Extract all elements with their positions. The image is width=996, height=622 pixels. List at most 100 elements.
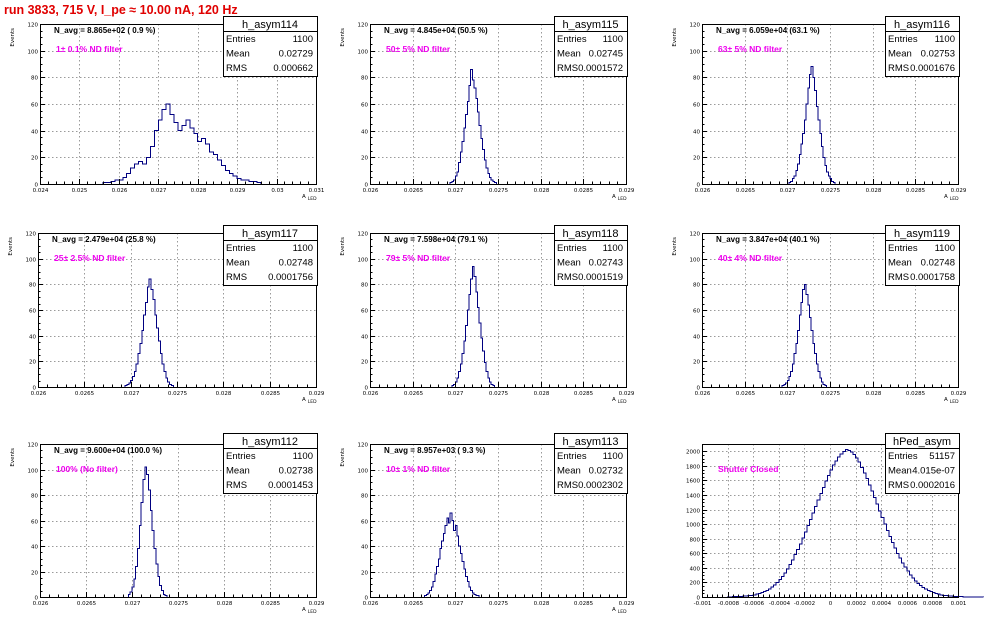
y-tick-label: 40 (693, 335, 700, 341)
x-tick-label: 0.027 (780, 391, 796, 397)
y-tick-label: 1600 (686, 479, 700, 485)
y-tick-label: 1200 (686, 509, 700, 515)
x-tick-label: 0.0275 (169, 601, 189, 607)
y-tick-label: 120 (28, 23, 39, 29)
stat-label: Entries (888, 34, 918, 45)
stats-box-frame (885, 16, 960, 77)
y-tick-label: 40 (693, 130, 700, 136)
x-tick-label: 0.03 (271, 188, 284, 194)
x-tick-label: 0.0285 (261, 601, 281, 607)
stat-label: Entries (557, 34, 587, 45)
histogram-panel-h_asym119: 0.026 0.0265 0.027 0.0275 0.028 0.0285 0.029 0 2… (672, 225, 967, 405)
x-axis-label-sub: LED (950, 196, 959, 202)
y-tick-label: 20 (29, 360, 36, 366)
y-tick-label: 20 (361, 156, 368, 162)
filter-label: 25± 2.5% ND filter (54, 253, 126, 263)
stat-label: RMS (226, 63, 247, 74)
stat-label: RMS (226, 480, 247, 491)
y-axis-label: Events (340, 28, 346, 47)
y-tick-label: 1400 (686, 494, 700, 500)
x-tick-label: 0.0265 (404, 391, 424, 397)
stat-value: 0.0001453 (268, 480, 313, 491)
y-tick-label: 120 (26, 232, 37, 238)
filter-label: 100% (No filter) (56, 464, 118, 474)
y-tick-label: 60 (31, 520, 38, 526)
histogram-line (727, 449, 985, 598)
stats-box-frame (554, 16, 628, 77)
x-tick-label: 0.029 (951, 188, 967, 194)
stat-label: Entries (888, 243, 918, 254)
x-tick-label: 0.026 (363, 601, 379, 607)
x-tick-label: 0.028 (534, 391, 550, 397)
stat-label: Entries (888, 451, 918, 462)
x-tick-label: 0.0275 (489, 391, 509, 397)
x-tick-label: -0.0004 (769, 601, 791, 607)
x-axis-label: A LED (302, 194, 317, 202)
navg-label: N_avg = 2.479e+04 (25.8 %) (52, 235, 156, 244)
x-tick-label: 0.029 (309, 391, 325, 397)
stat-value: 0.02732 (589, 466, 623, 477)
histogram-name: h_asym114 (242, 19, 298, 31)
y-tick-label: 40 (31, 545, 38, 551)
y-tick-label: 0 (35, 596, 39, 602)
x-axis-label-sub: LED (308, 609, 317, 615)
stat-label: Mean (888, 49, 912, 60)
y-tick-label: 20 (361, 360, 368, 366)
stat-label: Entries (226, 34, 256, 45)
x-tick-label: 0.027 (448, 391, 464, 397)
histogram-line (788, 66, 836, 184)
x-tick-label: 0.026 (363, 391, 379, 397)
histogram-name: h_asym112 (242, 436, 298, 448)
x-tick-label: 0.028 (217, 601, 233, 607)
filter-label: 79± 5% ND filter (386, 253, 451, 263)
stat-value: 0.02738 (279, 466, 313, 477)
x-tick-label: 0.0265 (404, 188, 424, 194)
x-tick-label: 0.028 (191, 188, 207, 194)
x-tick-label: 0.029 (619, 601, 635, 607)
x-tick-label: 0.027 (448, 601, 464, 607)
histogram-panel-h_asym114: 0.024 0.025 0.026 0.027 0.028 0.029 0.03 0.031 0… (10, 16, 324, 202)
navg-label: N_avg = 9.600e+04 (100.0 %) (54, 446, 162, 455)
y-tick-label: 100 (358, 50, 369, 56)
y-axis-label: Events (340, 448, 346, 467)
y-tick-label: 100 (26, 258, 37, 264)
stats-box-frame (554, 433, 628, 494)
run-title: run 3833, 715 V, I_pe ≈ 10.00 nA, 120 Hz (4, 3, 238, 17)
y-tick-label: 0 (365, 183, 369, 189)
stat-value: 1100 (603, 451, 623, 462)
stat-label: Mean (557, 49, 581, 60)
stat-label: Entries (557, 243, 587, 254)
y-tick-label: 80 (693, 76, 700, 82)
stat-value: 1100 (935, 34, 955, 45)
y-tick-label: 60 (361, 103, 368, 109)
stat-value: 0.02729 (279, 49, 313, 60)
filter-label: Shutter Closed (718, 464, 778, 474)
y-tick-label: 100 (690, 50, 701, 56)
y-tick-label: 80 (693, 283, 700, 289)
x-tick-label: 0.0285 (261, 391, 281, 397)
x-tick-label: 0.028 (866, 391, 882, 397)
stats-box-frame (223, 225, 318, 286)
stat-label: Entries (557, 451, 587, 462)
x-tick-label: -0.001 (694, 601, 712, 607)
y-tick-label: 20 (361, 571, 368, 577)
y-tick-label: 0 (697, 596, 701, 602)
stats-box: h_asym116 Entries 1100 Mean 0.02753 RMS 0.0001… (885, 16, 960, 77)
y-tick-label: 40 (29, 335, 36, 341)
y-tick-label: 400 (690, 567, 701, 573)
y-axis-label: Events (10, 28, 16, 47)
y-tick-label: 120 (28, 443, 39, 449)
stat-label: RMS (888, 63, 909, 74)
y-tick-label: 0 (365, 386, 369, 392)
x-tick-label: 0.0285 (574, 188, 594, 194)
y-axis-label: Events (672, 28, 678, 47)
x-axis-label: A LED (944, 397, 959, 405)
x-tick-label: 0.0008 (923, 601, 943, 607)
histogram-panel-h_asym118: 0.026 0.0265 0.027 0.0275 0.028 0.0285 0.029 0 2… (340, 225, 635, 405)
filter-label: 40± 4% ND filter (718, 253, 783, 263)
stat-value: 1100 (935, 243, 955, 254)
x-tick-label: 0.0004 (872, 601, 892, 607)
navg-label: N_avg = 4.845e+04 (50.5 %) (384, 26, 488, 35)
x-tick-label: 0.001 (951, 601, 967, 607)
